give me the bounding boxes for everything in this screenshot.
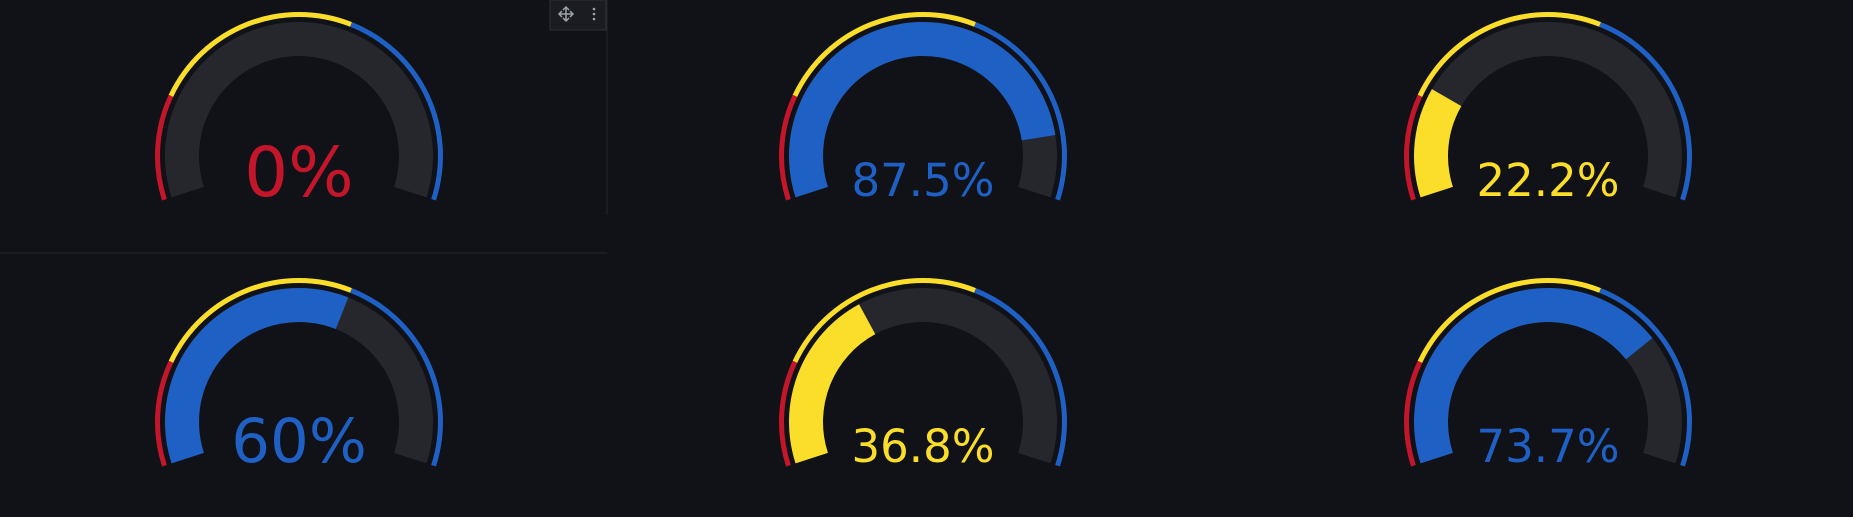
menu-icon[interactable]	[592, 7, 596, 21]
threshold-band	[168, 12, 353, 97]
gauge: 36.8%	[779, 277, 1067, 473]
gauge: 0%	[155, 12, 444, 213]
threshold-band	[1417, 278, 1602, 363]
gauge-value-label: 22.2%	[1477, 154, 1620, 207]
threshold-band	[792, 277, 977, 363]
gauge-track	[164, 21, 434, 198]
gauge: 73.7%	[1404, 278, 1692, 473]
threshold-band	[168, 278, 353, 363]
move-icon[interactable]	[557, 5, 575, 23]
threshold-band	[779, 94, 798, 201]
threshold-band	[1404, 360, 1423, 467]
toolbar-box	[549, 0, 607, 31]
gauge-value-label: 36.8%	[852, 420, 995, 473]
gauge-track	[1414, 21, 1682, 198]
threshold-band	[155, 94, 174, 201]
gauge-value	[1414, 288, 1653, 464]
threshold-band	[1404, 94, 1423, 201]
gauge-value	[788, 21, 1056, 198]
gauge-value-label: 73.7%	[1477, 420, 1620, 473]
panel-toolbar[interactable]	[549, 0, 607, 31]
gauge: 22.2%	[1404, 12, 1692, 207]
threshold-band	[154, 360, 174, 467]
gauge: 60%	[154, 278, 443, 477]
threshold-band	[1417, 12, 1602, 97]
gauge-value-label: 60%	[231, 406, 367, 477]
threshold-band	[779, 360, 798, 467]
threshold-band	[792, 11, 977, 97]
gauge-value	[165, 287, 349, 464]
gauge-value-label: 0%	[244, 133, 353, 213]
gauge-value	[789, 304, 876, 464]
gauge-value-label: 87.5%	[852, 154, 995, 207]
gauge-value	[1414, 89, 1462, 198]
gauge: 87.5%	[779, 11, 1067, 207]
